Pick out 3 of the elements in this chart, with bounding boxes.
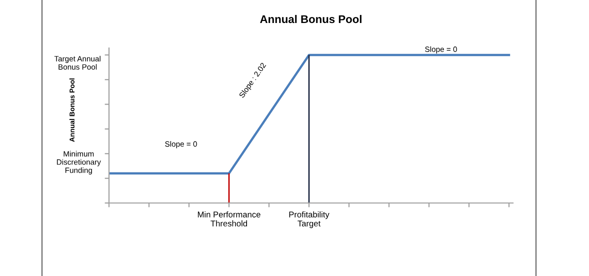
x-tick-label: Profitability Target — [289, 211, 330, 228]
x-tick-label: Min Performance Threshold — [198, 211, 260, 226]
chart-title: Annual Bonus Pool — [260, 14, 362, 24]
